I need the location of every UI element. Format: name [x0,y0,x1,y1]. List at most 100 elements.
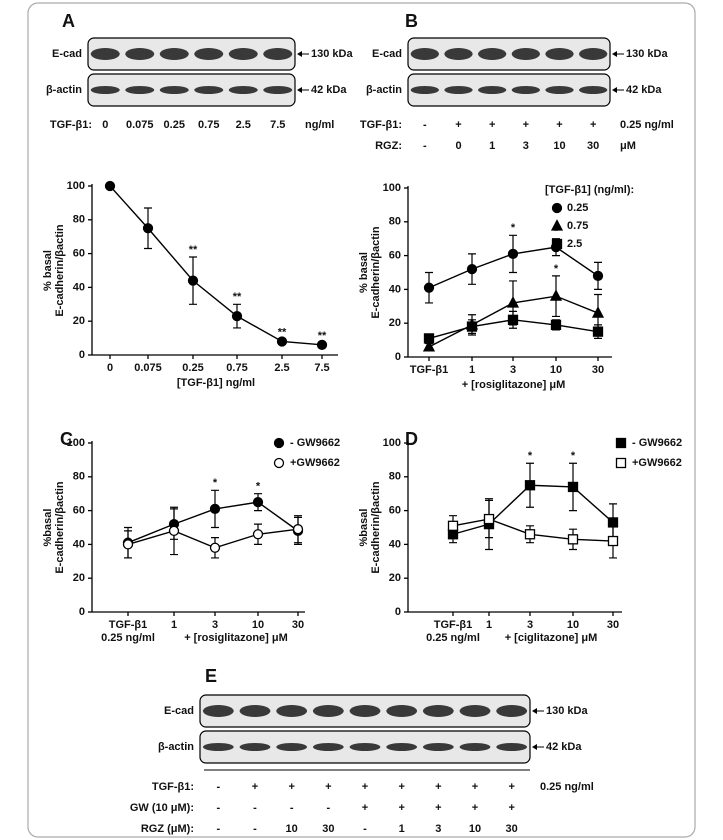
marker [122,539,134,550]
significance: ** [318,330,327,342]
row-label: TGF-β1: [50,119,92,131]
lane-value: 1 [489,140,495,152]
marker [551,238,563,250]
lane-value: 30 [587,140,599,152]
marker [550,219,564,231]
marker [551,202,563,214]
y-axis-label: %basal [358,509,370,547]
blot-band [125,86,155,94]
x-tick-label: 0.25 [182,362,203,374]
marker [273,457,285,469]
x-axis-label: + [rosiglitazone] μM [462,379,566,391]
blot-band [202,705,234,717]
marker [422,339,436,352]
arrow-head [297,51,302,57]
lane-value: + [288,781,294,793]
blot-band [276,743,308,751]
y-tick-label: 20 [389,317,401,329]
lane-value: + [435,781,441,793]
legend-label: 0.75 [567,220,588,232]
lane-value: - [326,802,330,814]
lane-value: 30 [506,823,518,835]
lane-value: 30 [322,823,334,835]
arrow-head [297,87,302,93]
blot-band [194,86,224,94]
y-tick-label: 20 [73,315,85,327]
blot-band [459,705,491,717]
y-tick-label: 0 [79,606,85,618]
x-tick-label: 10 [567,619,579,631]
lane-value: 3 [435,823,441,835]
lane-value: 10 [286,823,298,835]
lane-value: - [253,823,257,835]
marker [592,326,604,337]
lane-value: + [362,781,368,793]
blot-band [478,48,507,60]
band-size: 42 kDa [311,84,347,96]
y-tick-label: 20 [73,572,85,584]
marker [142,223,154,234]
blot-band [239,705,271,717]
blot-band [312,743,344,751]
marker [483,513,495,525]
blot-band [511,86,540,94]
blot-band [159,48,189,60]
x-tick-label: 7.5 [314,362,329,374]
blot-band [349,705,381,717]
y-tick-label: 80 [389,471,401,483]
blot-band [194,48,224,60]
blot-band [276,705,308,717]
blot-band [511,48,540,60]
blot-band [422,743,454,751]
blot-band [90,48,120,60]
significance: ** [233,291,242,303]
significance: * [554,226,559,238]
marker [104,180,116,192]
x-tick-label: 0.75 [226,362,247,374]
blot-band [422,705,454,717]
arrow-head [612,87,617,93]
marker [231,310,243,322]
marker [591,306,605,318]
marker [423,333,435,344]
y-tick-label: 40 [389,283,401,295]
row-label: RGZ: [375,140,402,152]
marker [506,296,520,308]
band-name: E-cad [164,705,194,717]
significance: * [554,263,559,275]
lane-value: + [435,802,441,814]
lane-value: + [508,781,514,793]
blot-band [228,86,258,94]
row-label: GW (10 μM): [130,802,194,814]
marker [252,496,264,508]
lane-value: - [423,119,427,131]
blot-band [263,86,293,94]
blot-band [545,48,574,60]
category-note: 0.25 ng/ml [426,632,480,644]
legend-label: +GW9662 [632,457,682,469]
y-tick-label: 40 [73,281,85,293]
blot-band [349,743,381,751]
blot-band [496,705,528,717]
y-axis-label: E-cadherin/βactin [370,226,382,319]
blot-band [312,705,344,717]
legend-label: 0.25 [567,202,588,214]
lane-value: 7.5 [270,119,285,131]
blot-box [87,37,296,71]
lane-value: - [290,802,294,814]
blot-band [90,86,120,94]
figure-border [27,2,696,838]
x-tick-label: 30 [592,364,604,376]
y-tick-label: 0 [395,606,401,618]
band-size: 130 kDa [546,705,588,717]
significance: * [511,222,516,234]
arrow-head [532,708,537,714]
arrow-head [612,51,617,57]
lane-value: 3 [523,140,529,152]
band-size: 42 kDa [626,84,662,96]
band-size: 130 kDa [311,48,353,60]
marker [447,520,459,531]
row-label: TGF-β1: [360,119,402,131]
y-tick-label: 40 [389,538,401,550]
